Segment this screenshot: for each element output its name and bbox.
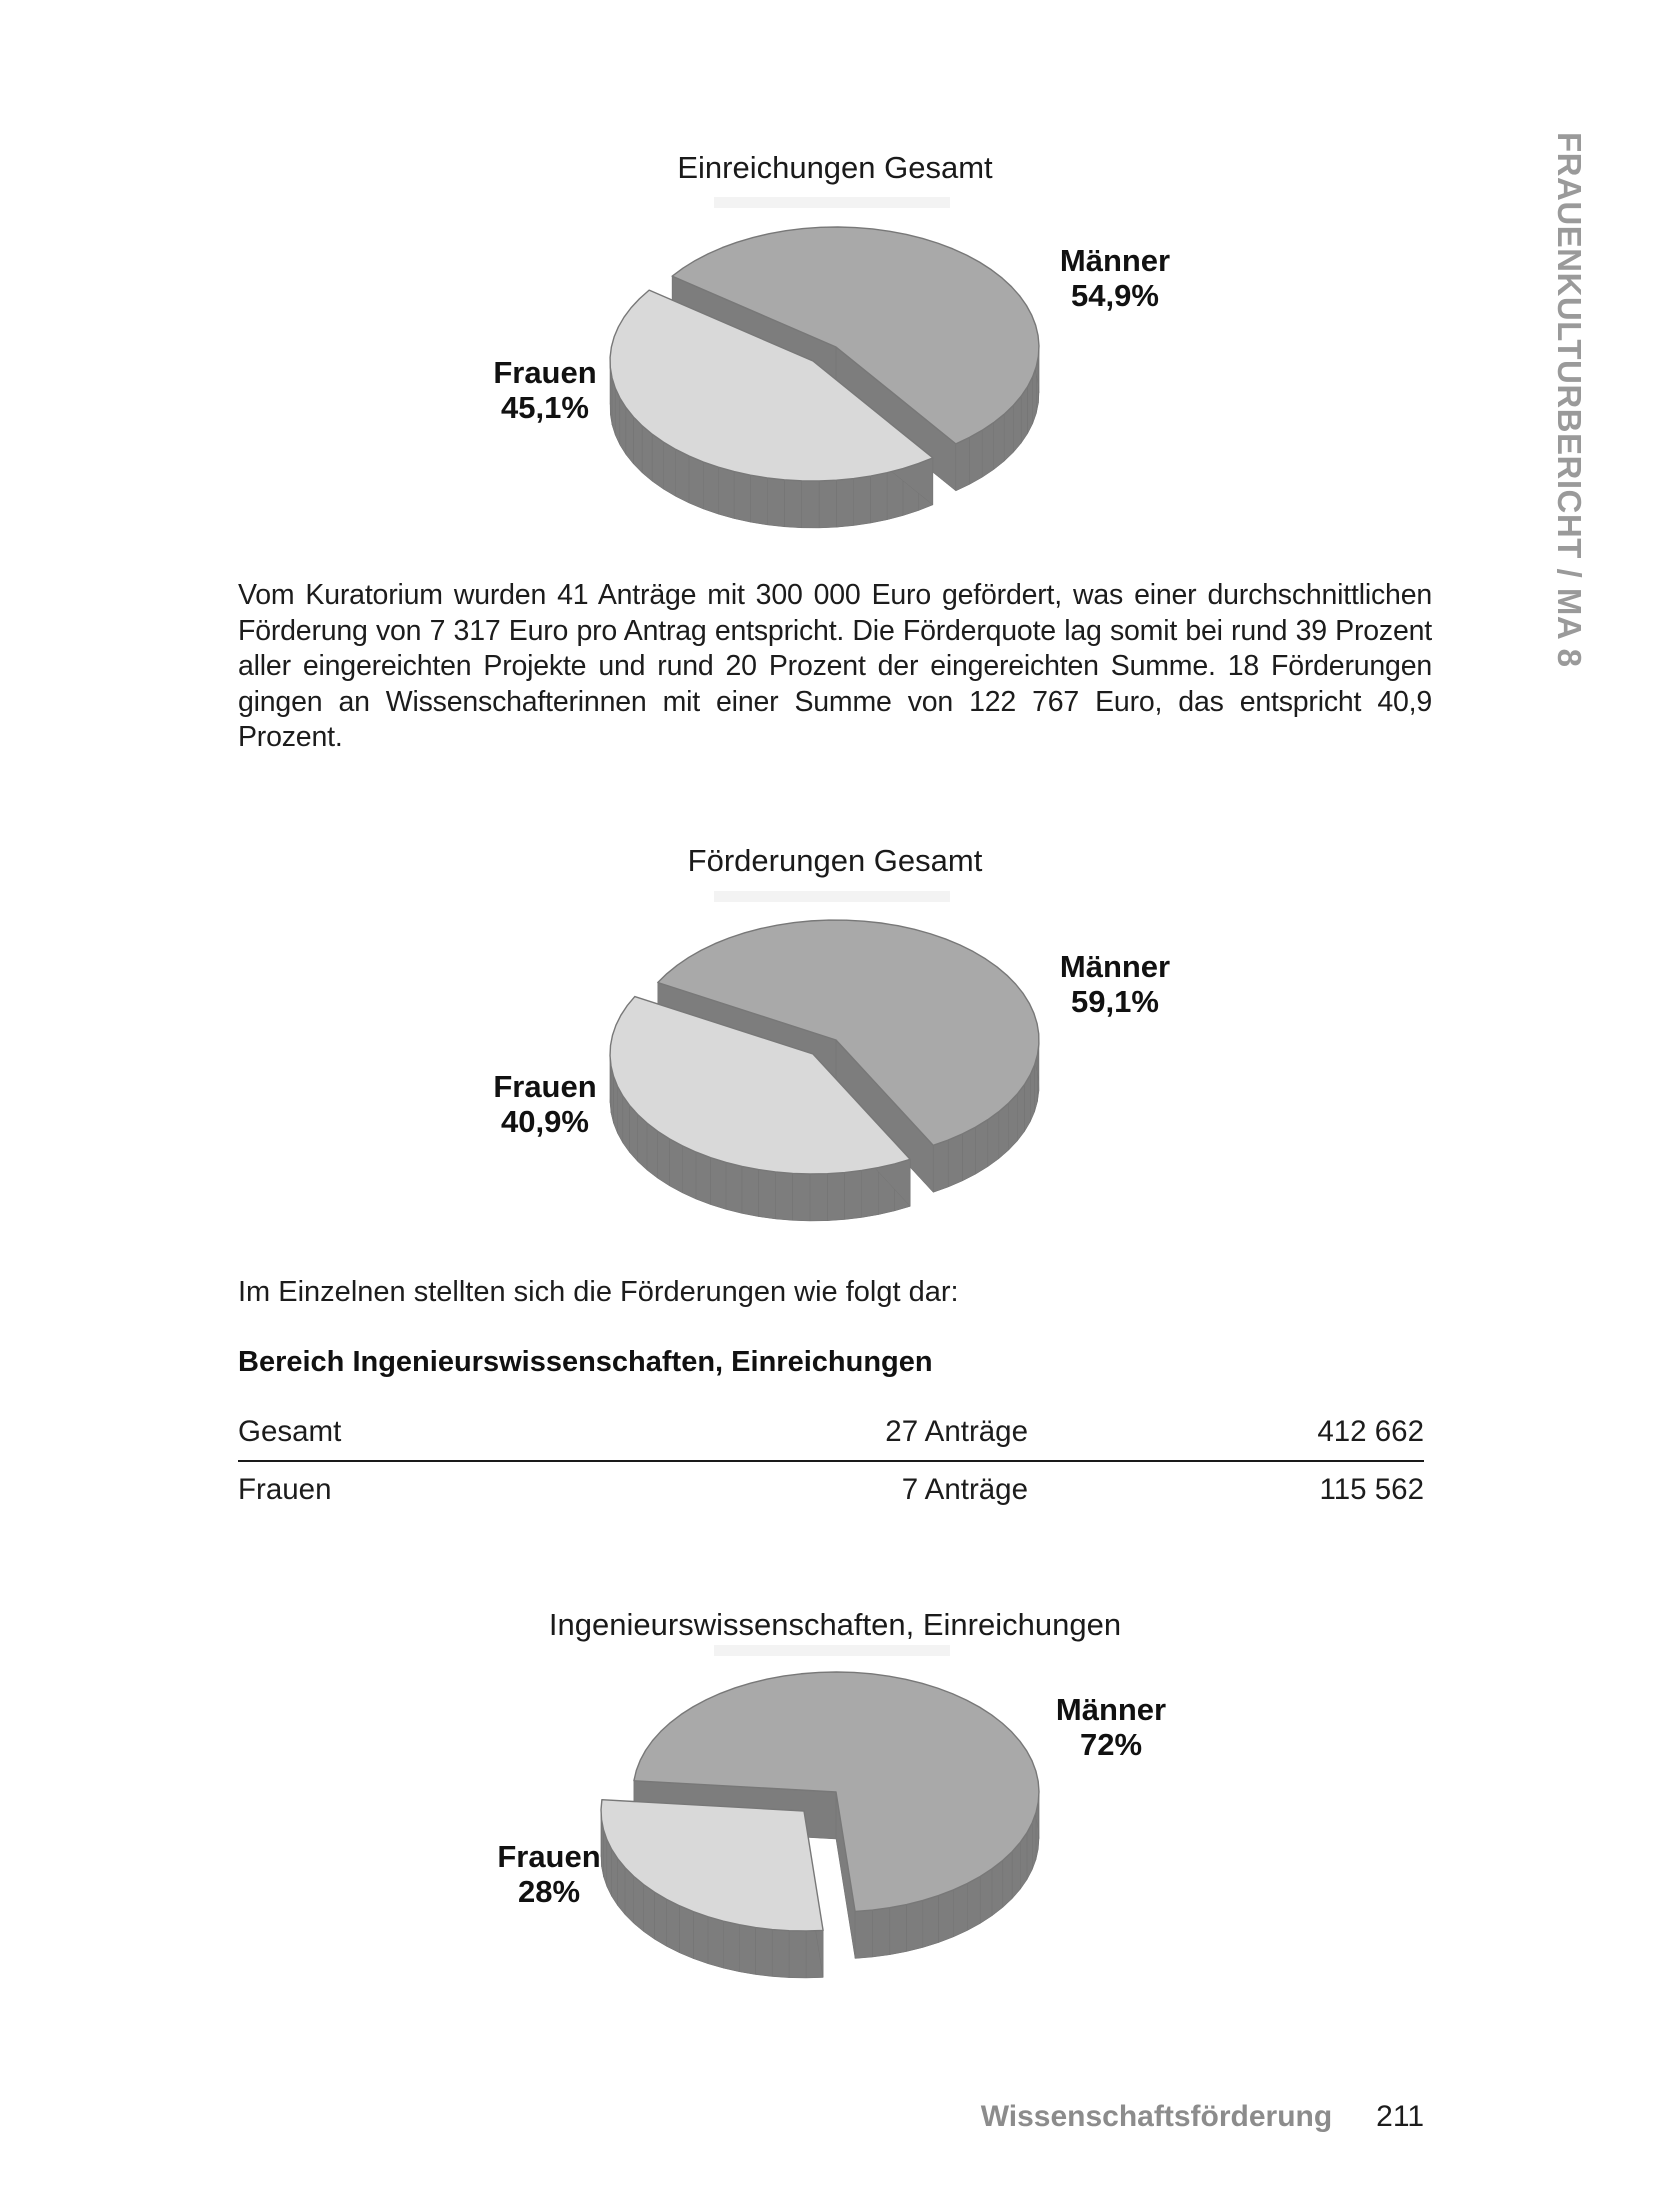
chart-title: Ingenieurswissenschaften, Einreichungen	[548, 1607, 1122, 1642]
label-frauen-value: 45,1%	[501, 390, 589, 425]
funding-table: Gesamt 27 Anträge 412 662 Frauen 7 Anträ…	[238, 1404, 1424, 1518]
row-amount: 115 562	[1319, 1473, 1424, 1506]
label-maenner: Männer 59,1%	[1020, 949, 1210, 1019]
label-maenner-category: Männer	[1059, 243, 1171, 278]
chart-title: Einreichungen Gesamt	[677, 150, 993, 185]
row-label: Gesamt	[238, 1415, 342, 1448]
label-frauen: Frauen 28%	[454, 1839, 644, 1909]
chart-title: Förderungen Gesamt	[687, 843, 983, 878]
pie-chart-foerderungen-gesamt: Förderungen Gesamt Männer 59,1% Frauen 4…	[238, 843, 1432, 1273]
row-amount: 412 662	[1317, 1415, 1424, 1448]
footer-page-number: 211	[1376, 2100, 1424, 2133]
label-frauen-value: 28%	[517, 1874, 581, 1909]
body-paragraph: Vom Kuratorium wurden 41 Anträge mit 300…	[238, 579, 1432, 753]
row-applications: 7 Anträge	[901, 1473, 1028, 1506]
row-label: Frauen	[238, 1473, 332, 1506]
table-heading: Bereich Ingenieurswissenschaften, Einrei…	[238, 1346, 933, 1378]
intro-line: Im Einzelnen stellten sich die Förderung…	[238, 1276, 959, 1308]
label-frauen-category: Frauen	[493, 355, 597, 390]
margin-chapter-label: FRAUENKULTURBERICHT / MA 8	[1551, 132, 1588, 668]
label-maenner-value: 72%	[1079, 1727, 1143, 1762]
table-row: Gesamt 27 Anträge 412 662	[238, 1404, 1424, 1462]
label-maenner-category: Männer	[1055, 1692, 1167, 1727]
label-frauen-category: Frauen	[497, 1839, 601, 1874]
pie-3d-graphic	[600, 1671, 1040, 1979]
pie-chart-einreichungen-gesamt: Einreichungen Gesamt Männer 54,9% Frauen…	[238, 150, 1432, 580]
label-maenner-category: Männer	[1059, 949, 1171, 984]
chart-background-artifact	[714, 197, 950, 208]
label-maenner: Männer 54,9%	[1020, 243, 1210, 313]
table-row: Frauen 7 Anträge 115 562	[238, 1462, 1424, 1518]
label-maenner-value: 54,9%	[1071, 278, 1159, 313]
label-frauen: Frauen 40,9%	[450, 1069, 640, 1139]
label-frauen-value: 40,9%	[501, 1104, 589, 1139]
pie-3d-graphic	[609, 919, 1040, 1222]
pie-3d-graphic	[609, 226, 1040, 529]
chart-background-artifact	[714, 891, 950, 902]
pie-chart-ingenieurswissenschaften-einreichungen: Ingenieurswissenschaften, Einreichungen …	[238, 1607, 1432, 2037]
label-frauen: Frauen 45,1%	[450, 355, 640, 425]
footer-section-title: Wissenschaftsförderung	[980, 2100, 1333, 2133]
row-applications: 27 Anträge	[885, 1415, 1028, 1448]
label-frauen-category: Frauen	[493, 1069, 597, 1104]
page-footer: Wissenschaftsförderung 211	[238, 2100, 1424, 2134]
label-maenner-value: 59,1%	[1071, 984, 1159, 1019]
label-maenner: Männer 72%	[1016, 1692, 1206, 1762]
chart-background-artifact	[714, 1645, 950, 1656]
